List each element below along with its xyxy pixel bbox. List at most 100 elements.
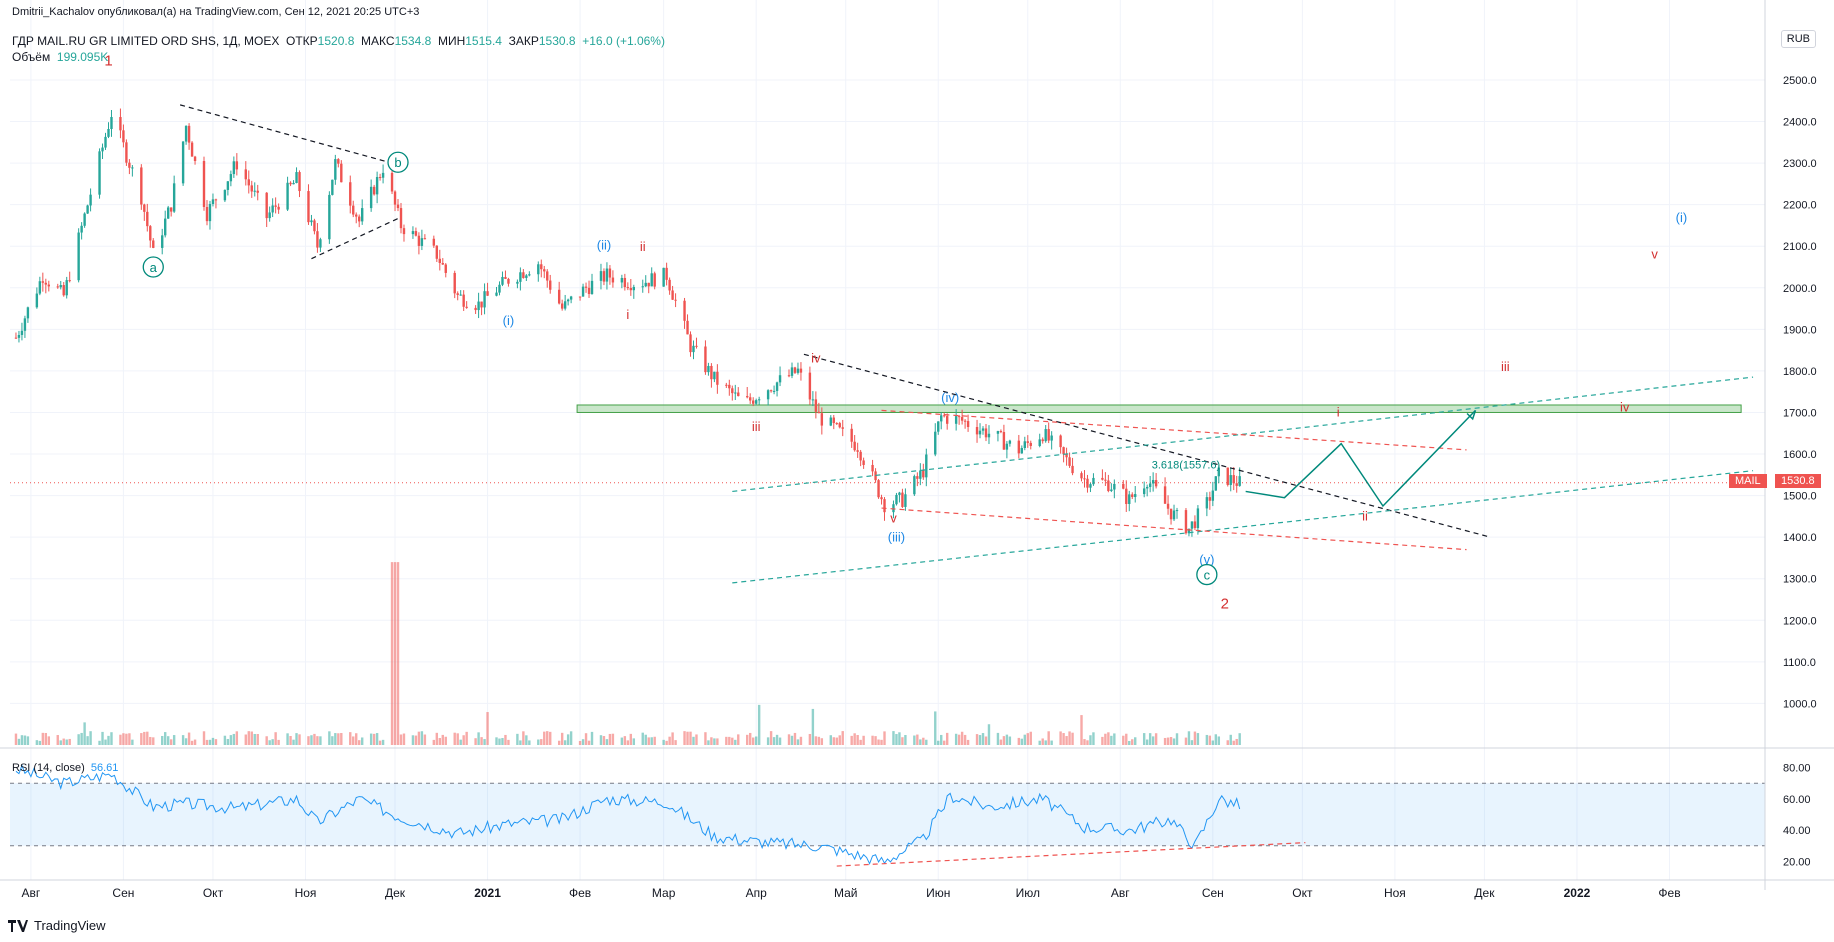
candle-body	[689, 334, 692, 353]
volume-bar	[1023, 734, 1026, 745]
candle-body	[62, 285, 65, 296]
volume-bar	[399, 734, 403, 745]
candle-body	[916, 476, 919, 479]
volume-bar	[793, 732, 797, 745]
volume-bar	[396, 562, 400, 745]
trendlines[interactable]	[179, 104, 1754, 584]
volume-bar	[829, 735, 832, 745]
rsi-tick-label: 80.00	[1783, 763, 1811, 775]
volume-bar	[1145, 739, 1149, 745]
volume-bar	[644, 734, 647, 745]
volume-bar	[835, 737, 838, 745]
currency-button[interactable]: RUB	[1780, 30, 1816, 48]
candle-body	[856, 450, 859, 452]
candle-body	[522, 272, 525, 278]
volume-bar	[683, 731, 686, 745]
volume-bar	[862, 735, 865, 745]
projection-path[interactable]	[1245, 409, 1477, 508]
volume-bar	[202, 731, 206, 745]
wave-label: (iii)	[888, 529, 905, 544]
volume-bar	[229, 735, 233, 745]
candle-body	[504, 276, 507, 279]
candle-body	[77, 232, 80, 281]
candle-body	[1110, 489, 1113, 491]
volume-bar	[1041, 738, 1044, 745]
candle-body	[44, 282, 48, 285]
candle-body	[751, 400, 755, 404]
volume-bar	[190, 740, 194, 745]
time-tick-label: Июн	[926, 886, 950, 900]
volume-bar	[695, 734, 698, 745]
volume-bar	[587, 740, 591, 745]
volume-bar	[710, 737, 713, 745]
candle-body	[328, 194, 331, 240]
volume-bar	[957, 734, 961, 745]
volume-bar	[689, 731, 692, 745]
candle-body	[728, 384, 731, 389]
candle-body	[507, 278, 510, 284]
volume-bar	[1122, 735, 1125, 745]
candle-body	[871, 464, 874, 472]
wave-label: i	[1337, 405, 1340, 420]
volume-bar	[1059, 731, 1062, 745]
volume-bar	[820, 738, 824, 745]
volume-bar	[713, 738, 716, 745]
candle-body	[563, 301, 567, 309]
candle-body	[1047, 429, 1050, 441]
open-label: ОТКР	[286, 34, 318, 48]
candle-body	[480, 301, 483, 308]
volume-bar	[59, 740, 62, 745]
volume-bar	[411, 735, 415, 745]
candle-body	[184, 125, 188, 142]
price-tick-label: 1100.0	[1783, 657, 1816, 669]
candle-body	[169, 207, 173, 212]
wave-label: ii	[1362, 509, 1368, 524]
candle-body	[17, 334, 21, 338]
volume-bar	[1044, 740, 1047, 745]
time-tick-label: Дек	[1474, 886, 1495, 900]
volume-bar	[313, 733, 316, 745]
candle-body	[683, 300, 686, 321]
volume-bar	[390, 562, 394, 745]
candle-body	[161, 235, 164, 248]
candle-body	[1229, 475, 1232, 485]
chart-grid	[10, 0, 1765, 880]
wave-label: (ii)	[597, 238, 611, 253]
volume-bar	[107, 735, 110, 745]
candle-body	[435, 245, 439, 259]
volume-bar	[172, 735, 176, 745]
candle-body	[1065, 454, 1068, 458]
volume-bar	[1163, 737, 1167, 745]
volume-bar	[310, 735, 313, 745]
volume-bar	[560, 732, 564, 745]
volume-bar	[871, 735, 874, 745]
volume-bar	[504, 734, 507, 745]
candle-body	[940, 415, 943, 422]
candle-body	[650, 273, 653, 287]
volume-bar	[1184, 737, 1188, 745]
candle-body	[399, 208, 403, 229]
volume-bar	[1047, 731, 1050, 745]
volume-bar	[674, 740, 677, 745]
candle-body	[1134, 494, 1137, 497]
volume-bar	[47, 736, 51, 745]
candle-body	[966, 421, 970, 428]
time-tick-label: Окт	[1292, 886, 1313, 900]
volume-bar	[271, 739, 274, 745]
volume-bar	[1110, 735, 1113, 745]
price-tick-label: 1500.0	[1783, 491, 1817, 503]
candle-body	[737, 392, 740, 397]
volume-bar	[337, 733, 340, 745]
candle-body	[1125, 488, 1128, 504]
candle-body	[587, 287, 591, 295]
candle-body	[256, 190, 259, 193]
candle-body	[1062, 447, 1065, 455]
candle-body	[1089, 484, 1092, 488]
candle-body	[381, 172, 385, 178]
volume-bar	[477, 732, 480, 745]
volume-bar	[1226, 740, 1229, 745]
volume-bar	[453, 732, 456, 745]
footer-brand[interactable]: TradingView	[8, 918, 106, 933]
volume-bar	[790, 735, 794, 745]
volume-bar	[704, 732, 707, 745]
